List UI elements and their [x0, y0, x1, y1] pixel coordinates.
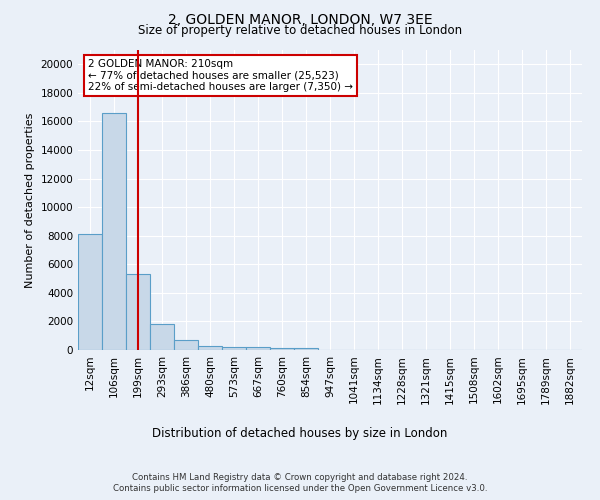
Text: Contains public sector information licensed under the Open Government Licence v3: Contains public sector information licen…: [113, 484, 487, 493]
Text: Distribution of detached houses by size in London: Distribution of detached houses by size …: [152, 428, 448, 440]
Bar: [126, 274, 150, 350]
Text: 2, GOLDEN MANOR, LONDON, W7 3EE: 2, GOLDEN MANOR, LONDON, W7 3EE: [167, 12, 433, 26]
Bar: [174, 340, 198, 350]
Text: 2 GOLDEN MANOR: 210sqm
← 77% of detached houses are smaller (25,523)
22% of semi: 2 GOLDEN MANOR: 210sqm ← 77% of detached…: [88, 59, 353, 92]
Y-axis label: Number of detached properties: Number of detached properties: [25, 112, 35, 288]
Bar: [294, 348, 318, 350]
Text: Size of property relative to detached houses in London: Size of property relative to detached ho…: [138, 24, 462, 37]
Bar: [150, 324, 174, 350]
Bar: [246, 347, 270, 350]
Text: Contains HM Land Registry data © Crown copyright and database right 2024.: Contains HM Land Registry data © Crown c…: [132, 472, 468, 482]
Bar: [270, 348, 294, 350]
Bar: [198, 346, 222, 350]
Bar: [222, 347, 246, 350]
Bar: [102, 113, 126, 350]
Bar: [78, 234, 102, 350]
